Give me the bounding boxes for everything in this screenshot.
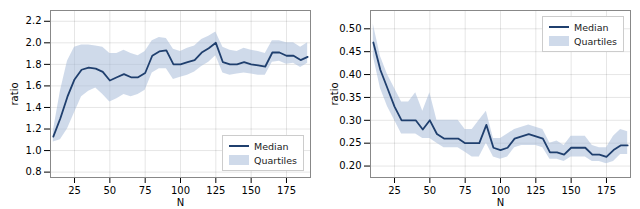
svg-text:150: 150	[242, 185, 261, 196]
svg-text:1.8: 1.8	[26, 59, 42, 70]
svg-text:25: 25	[388, 185, 401, 196]
svg-text:100: 100	[491, 185, 510, 196]
svg-text:ratio: ratio	[329, 82, 340, 105]
svg-text:50: 50	[423, 185, 436, 196]
svg-text:0.35: 0.35	[339, 92, 361, 103]
svg-text:2.0: 2.0	[26, 37, 42, 48]
svg-text:0.20: 0.20	[339, 160, 361, 171]
html-text:Median: Median	[254, 140, 289, 152]
svg-text:150: 150	[562, 185, 581, 196]
svg-text:0.8: 0.8	[26, 166, 42, 177]
svg-text:25: 25	[68, 185, 81, 196]
svg-text:N: N	[177, 197, 184, 208]
svg-text:75: 75	[139, 185, 152, 196]
svg-text:75: 75	[459, 185, 472, 196]
svg-text:100: 100	[171, 185, 190, 196]
svg-text:0.45: 0.45	[339, 46, 361, 57]
html-text:Quartiles: Quartiles	[574, 35, 617, 47]
html-text:Median: Median	[574, 21, 609, 33]
svg-text:N: N	[497, 197, 504, 208]
svg-text:1.0: 1.0	[26, 145, 42, 156]
html-text:Quartiles: Quartiles	[254, 154, 297, 166]
svg-text:50: 50	[103, 185, 116, 196]
svg-text:0.50: 0.50	[339, 23, 361, 34]
svg-text:1.4: 1.4	[26, 102, 42, 113]
svg-text:125: 125	[526, 185, 545, 196]
svg-text:175: 175	[597, 185, 616, 196]
svg-text:1.6: 1.6	[26, 80, 42, 91]
svg-text:175: 175	[277, 185, 296, 196]
svg-text:125: 125	[206, 185, 225, 196]
svg-text:2.2: 2.2	[26, 15, 42, 26]
svg-text:ratio: ratio	[9, 82, 20, 105]
svg-text:0.30: 0.30	[339, 115, 361, 126]
svg-text:1.2: 1.2	[26, 123, 42, 134]
svg-text:0.25: 0.25	[339, 137, 361, 148]
svg-text:0.40: 0.40	[339, 69, 361, 80]
